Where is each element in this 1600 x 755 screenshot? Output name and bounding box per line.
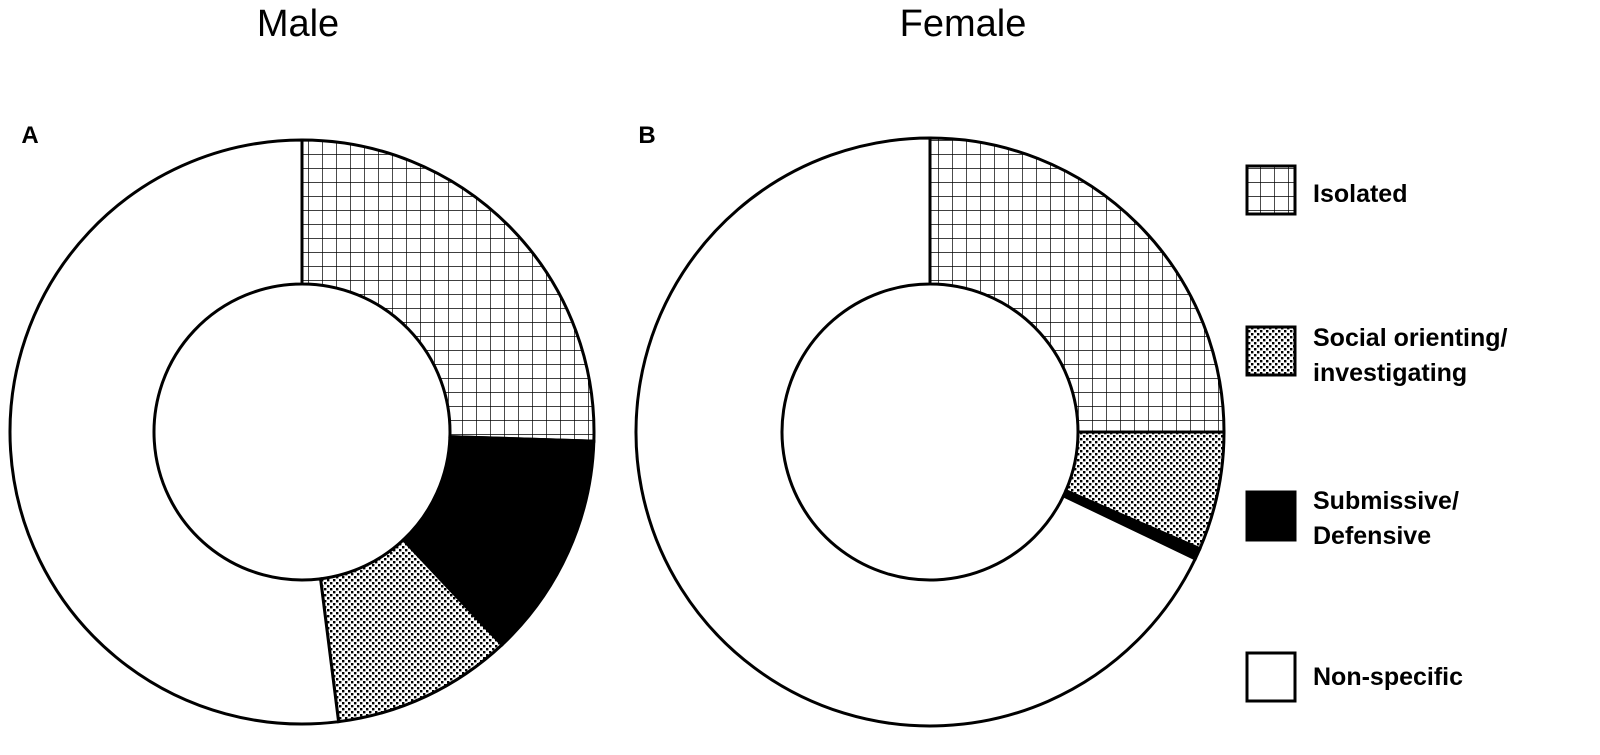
chart-legend: Isolated Social orienting/ investigating… — [1245, 164, 1508, 703]
male-slice-isolated — [300, 138, 596, 443]
female-slice-isolated — [928, 136, 1226, 434]
legend-swatch-social — [1245, 325, 1297, 377]
male-donut-chart: Male A — [8, 3, 596, 726]
male-chart-title: Male — [257, 3, 339, 45]
panel-label-b: B — [638, 122, 655, 149]
legend-item-social: Social orienting/ investigating — [1245, 324, 1508, 387]
panel-label-a: A — [21, 122, 38, 149]
female-slices — [634, 136, 1226, 728]
female-chart-title: Female — [900, 3, 1027, 45]
legend-item-nonspecific: Non-specific — [1245, 651, 1463, 703]
male-slice-submissive — [401, 435, 596, 647]
female-slice-non-specific — [634, 136, 1198, 728]
legend-item-isolated: Isolated — [1245, 164, 1407, 216]
legend-label-nonspecific: Non-specific — [1313, 663, 1463, 691]
legend-label-isolated: Isolated — [1313, 180, 1407, 208]
legend-label-submissive-line2: Defensive — [1313, 522, 1431, 550]
male-slices — [8, 138, 596, 726]
legend-swatch-isolated — [1245, 164, 1297, 216]
legend-item-submissive: Submissive/ Defensive — [1245, 487, 1459, 550]
legend-label-submissive-line1: Submissive/ — [1313, 487, 1459, 515]
legend-label-social-line2: investigating — [1313, 359, 1467, 387]
male-slice-non-specific — [8, 138, 341, 726]
female-donut-chart: Female B — [634, 3, 1226, 728]
legend-label-social-line1: Social orienting/ — [1313, 324, 1508, 352]
legend-swatch-nonspecific — [1245, 651, 1297, 703]
legend-swatch-submissive — [1245, 490, 1297, 542]
